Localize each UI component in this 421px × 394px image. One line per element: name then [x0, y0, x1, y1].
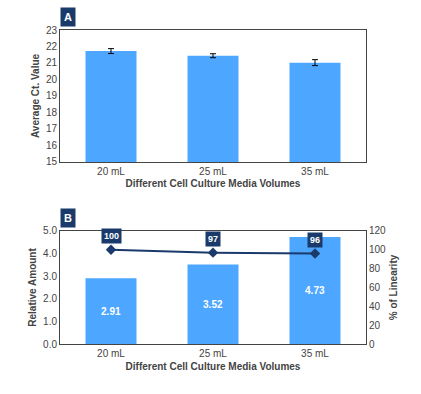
- svg-text:Different Cell Culture Media V: Different Cell Culture Media Volumes: [126, 178, 301, 189]
- svg-text:120: 120: [369, 225, 386, 236]
- svg-text:80: 80: [369, 263, 381, 274]
- svg-text:A: A: [64, 11, 72, 23]
- svg-text:60: 60: [369, 282, 381, 293]
- svg-text:25 mL: 25 mL: [199, 166, 227, 177]
- svg-text:100: 100: [369, 244, 386, 255]
- svg-text:2.91: 2.91: [101, 306, 121, 317]
- svg-text:35 mL: 35 mL: [301, 166, 329, 177]
- svg-text:21: 21: [46, 57, 58, 68]
- svg-text:0.0: 0.0: [43, 339, 57, 350]
- svg-text:20 mL: 20 mL: [97, 166, 125, 177]
- svg-text:% of Linearity: % of Linearity: [388, 254, 399, 320]
- svg-text:4.0: 4.0: [43, 248, 57, 259]
- svg-text:B: B: [64, 212, 72, 224]
- svg-text:4.73: 4.73: [305, 285, 325, 296]
- svg-text:40: 40: [369, 301, 381, 312]
- svg-text:21.02: 21.02: [302, 230, 327, 241]
- svg-text:Relative Amount: Relative Amount: [27, 248, 38, 327]
- svg-text:16: 16: [46, 140, 58, 151]
- svg-text:35 mL: 35 mL: [301, 348, 329, 359]
- svg-text:Different Cell Culture Media V: Different Cell Culture Media Volumes: [126, 361, 301, 372]
- svg-text:3.0: 3.0: [43, 271, 57, 282]
- svg-text:0: 0: [369, 339, 375, 350]
- svg-text:19: 19: [46, 90, 58, 101]
- svg-text:97: 97: [208, 234, 218, 244]
- svg-text:3.52: 3.52: [203, 299, 223, 310]
- svg-text:Average Ct. Value: Average Ct. Value: [30, 53, 41, 138]
- svg-text:96: 96: [310, 235, 320, 245]
- svg-text:20: 20: [46, 74, 58, 85]
- svg-text:100: 100: [104, 231, 119, 241]
- svg-text:25 mL: 25 mL: [199, 348, 227, 359]
- svg-text:17: 17: [46, 123, 58, 134]
- svg-text:20: 20: [369, 320, 381, 331]
- svg-text:2.0: 2.0: [43, 293, 57, 304]
- svg-text:15: 15: [46, 156, 58, 167]
- svg-text:23: 23: [46, 25, 58, 36]
- svg-text:21.72: 21.72: [98, 225, 123, 236]
- svg-text:1.0: 1.0: [43, 316, 57, 327]
- svg-text:20 mL: 20 mL: [97, 348, 125, 359]
- svg-text:5.0: 5.0: [43, 225, 57, 236]
- svg-text:22: 22: [46, 41, 58, 52]
- svg-text:18: 18: [46, 107, 58, 118]
- svg-text:21.44: 21.44: [200, 227, 225, 238]
